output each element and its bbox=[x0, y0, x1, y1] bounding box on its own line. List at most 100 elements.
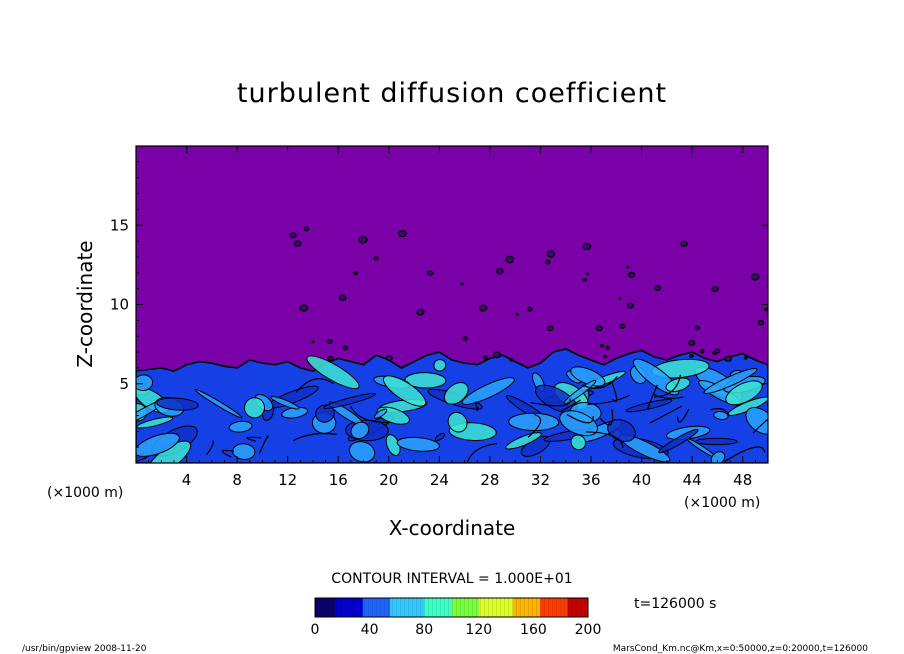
chart-title: turbulent diffusion coefficient bbox=[237, 78, 667, 109]
contour-line bbox=[752, 418, 768, 434]
colorbar-tick-label: 200 bbox=[575, 622, 602, 638]
contour-line bbox=[466, 442, 497, 462]
turbulent-eddy bbox=[156, 397, 199, 411]
colorbar-tick-label: 0 bbox=[311, 622, 320, 638]
contour-blob bbox=[299, 304, 309, 312]
contour-blob bbox=[582, 278, 587, 282]
y-axis-ticks: 5 10 15 bbox=[110, 161, 768, 448]
turbulent-eddy bbox=[136, 374, 154, 392]
contour-blob bbox=[515, 313, 520, 316]
x-axis-ticks: 4 8 12 16 20 24 28 32 36 40 44 48 bbox=[148, 146, 756, 489]
contour-blob bbox=[602, 354, 608, 359]
contour-line bbox=[475, 401, 479, 412]
contour-line bbox=[295, 378, 334, 393]
contour-blob bbox=[763, 307, 768, 312]
turbulent-eddy bbox=[373, 408, 388, 419]
turbulent-eddy bbox=[461, 377, 515, 405]
colorbar-contours bbox=[315, 598, 588, 617]
turbulent-eddy bbox=[350, 421, 370, 440]
contour-blob bbox=[654, 285, 662, 291]
contour-blob bbox=[416, 308, 425, 316]
contour-blob bbox=[327, 355, 334, 362]
contour-line bbox=[221, 449, 234, 458]
contour-line bbox=[205, 440, 214, 456]
contour-blob bbox=[496, 268, 504, 275]
contour-blob bbox=[619, 323, 626, 329]
contour-line bbox=[246, 436, 262, 442]
y-tick-label: 5 bbox=[119, 375, 129, 393]
contour-line bbox=[710, 407, 730, 415]
x-tick-label: 36 bbox=[581, 471, 600, 489]
turbulent-eddy bbox=[228, 420, 253, 433]
contour-line bbox=[724, 446, 766, 463]
contour-blob bbox=[462, 336, 469, 342]
turbulent-eddy bbox=[703, 368, 758, 394]
x-axis-label: X-coordinate bbox=[389, 516, 516, 540]
contour-blob bbox=[398, 230, 407, 238]
contour-blob bbox=[595, 325, 603, 332]
turbulent-eddy bbox=[194, 389, 243, 419]
turbulent-eddy bbox=[243, 397, 266, 419]
contour-blob bbox=[373, 256, 379, 261]
contour-blob bbox=[460, 282, 465, 286]
contour-line bbox=[259, 435, 269, 454]
contour-blob bbox=[605, 345, 611, 350]
contour-blob bbox=[289, 232, 297, 239]
contour-blob bbox=[714, 348, 721, 354]
contour-blob bbox=[546, 250, 556, 258]
contour-blob bbox=[743, 356, 748, 360]
x-tick-label: 28 bbox=[480, 471, 499, 489]
colorbar-tick-label: 160 bbox=[520, 622, 547, 638]
contour-interval: CONTOUR INTERVAL = 1.000E+01 bbox=[331, 571, 572, 587]
x-unit-right: (×1000 m) bbox=[684, 495, 760, 511]
contour-blob bbox=[303, 226, 310, 232]
x-tick-label: 16 bbox=[329, 471, 348, 489]
colorbar bbox=[314, 597, 589, 618]
contour-blob bbox=[680, 240, 688, 248]
turbulent-eddy bbox=[270, 396, 300, 410]
turbulent-eddy bbox=[396, 436, 440, 452]
colorbar-tick-label: 120 bbox=[465, 622, 492, 638]
turbulent-eddy bbox=[570, 434, 587, 451]
turbulent-eddy bbox=[443, 382, 469, 405]
contour-blob bbox=[311, 340, 315, 344]
contour-blob bbox=[385, 355, 393, 362]
contour-line bbox=[611, 381, 618, 403]
contour-blob bbox=[492, 351, 502, 359]
contour-line bbox=[676, 408, 690, 423]
x-tick-label: 24 bbox=[430, 471, 449, 489]
contour-blob bbox=[426, 270, 434, 276]
turbulent-eddy bbox=[433, 359, 447, 372]
turbulent-eddy bbox=[713, 411, 729, 420]
contour-line bbox=[649, 405, 682, 424]
time-label: t=126000 s bbox=[634, 596, 716, 612]
turbulent-eddy bbox=[695, 437, 738, 446]
contour-blob bbox=[618, 297, 622, 301]
turbulent-eddy bbox=[136, 432, 180, 457]
boundary-layer bbox=[136, 348, 768, 463]
contour-blob bbox=[327, 339, 333, 345]
turbulent-eddy bbox=[665, 377, 691, 393]
x-unit-left: (×1000 m) bbox=[47, 485, 123, 501]
contour-blob bbox=[699, 349, 705, 354]
contour-blob bbox=[724, 355, 733, 362]
contour-line bbox=[293, 432, 337, 442]
contour-blob bbox=[342, 345, 348, 351]
colorbar-tick-label: 80 bbox=[415, 622, 433, 638]
contour-line bbox=[566, 413, 594, 424]
contour-line bbox=[527, 414, 542, 438]
plot-area bbox=[136, 146, 768, 463]
turbulent-eddy bbox=[559, 410, 598, 437]
turbulent-eddy bbox=[136, 416, 174, 429]
x-tick-label: 32 bbox=[531, 471, 550, 489]
x-tick-label: 8 bbox=[232, 471, 242, 489]
contour-line bbox=[646, 384, 658, 411]
turbulent-eddy bbox=[306, 355, 360, 390]
contour-line bbox=[599, 409, 614, 426]
turbulent-eddy bbox=[404, 372, 447, 389]
turbulent-eddy bbox=[348, 441, 376, 463]
contour-line bbox=[559, 399, 581, 413]
contour-blob bbox=[582, 242, 592, 251]
turbulent-eddy bbox=[323, 392, 376, 409]
